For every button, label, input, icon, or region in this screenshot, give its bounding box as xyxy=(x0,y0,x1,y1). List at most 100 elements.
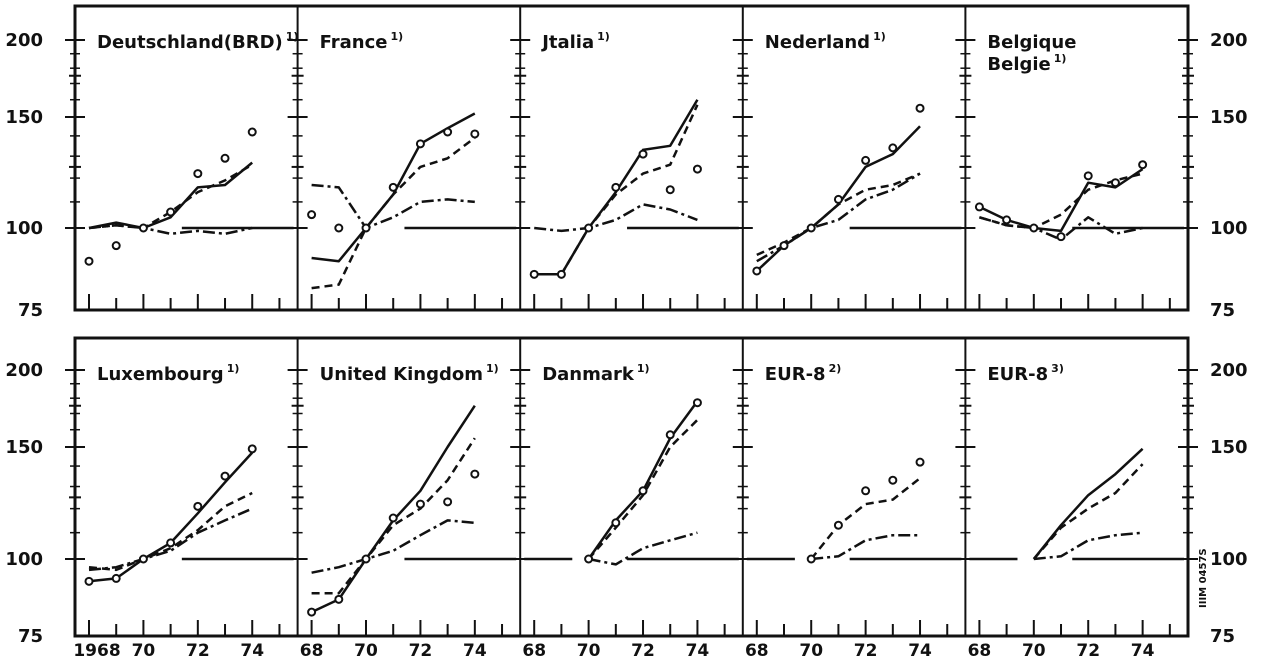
x-tick-label: 74 xyxy=(686,641,710,661)
data-point xyxy=(415,499,425,509)
data-point xyxy=(1138,160,1148,170)
x-tick-label: 1968 xyxy=(73,641,120,661)
x-tick-label: 72 xyxy=(1076,641,1100,661)
panel-title: EUR-8 3) xyxy=(987,362,1063,385)
data-point xyxy=(111,241,121,251)
series-dashdot-line xyxy=(88,224,253,236)
series-dashdot-line xyxy=(588,531,698,566)
x-tick-label: 70 xyxy=(799,641,823,661)
panel-title: Deutschland(BRD) 1) xyxy=(97,30,298,53)
data-point xyxy=(806,554,816,564)
data-point xyxy=(334,223,344,233)
panel-title: Luxembourg 1) xyxy=(97,362,239,385)
data-point xyxy=(611,182,621,192)
y-tick-label-right: 200 xyxy=(1210,360,1248,381)
y-tick-label-left: 75 xyxy=(18,300,43,321)
data-point xyxy=(584,554,594,564)
data-point xyxy=(307,607,317,617)
series-solid-line xyxy=(88,161,253,230)
panel-note: 1) xyxy=(597,30,610,43)
panel-title: Nederland 1) xyxy=(765,30,886,53)
panel-note: 1) xyxy=(873,30,886,43)
x-tick-label: 70 xyxy=(1022,641,1046,661)
data-point xyxy=(833,520,843,530)
data-point xyxy=(247,444,257,454)
x-tick-label: 68 xyxy=(968,641,992,661)
panel-note: 3) xyxy=(1051,362,1064,375)
data-point xyxy=(220,153,230,163)
data-point xyxy=(166,538,176,548)
axes-group: 200 200 150 150 100 100 75 75 200 200 150 150 100 100… xyxy=(5,4,1248,661)
data-point xyxy=(247,127,257,137)
data-point xyxy=(361,223,371,233)
panel-title: EUR-8 2) xyxy=(765,362,841,385)
y-tick-label-left: 100 xyxy=(5,549,43,570)
panel-note: 1) xyxy=(227,362,240,375)
data-point xyxy=(307,210,317,220)
y-tick-label-left: 200 xyxy=(5,360,43,381)
x-tick-label: 70 xyxy=(132,641,156,661)
panel-3: Jtalia 1) xyxy=(529,30,702,279)
data-point xyxy=(665,430,675,440)
data-point xyxy=(752,266,762,276)
x-tick-label: 72 xyxy=(186,641,210,661)
data-point xyxy=(556,269,566,279)
y-tick-label-left: 100 xyxy=(5,218,43,239)
y-tick-label-right: 200 xyxy=(1210,30,1248,51)
panel-2: France 1) xyxy=(307,30,480,290)
series-dashed-line xyxy=(88,491,253,572)
data-point xyxy=(84,256,94,266)
series-dashed-line xyxy=(810,477,921,560)
panel-note: 1) xyxy=(486,362,499,375)
data-point xyxy=(334,594,344,604)
x-tick-label: 72 xyxy=(409,641,433,661)
x-tick-label: 72 xyxy=(854,641,878,661)
series-dashed-line xyxy=(311,437,476,595)
data-point xyxy=(974,202,984,212)
x-tick-label: 68 xyxy=(300,641,324,661)
y-tick-label-right: 150 xyxy=(1210,107,1248,128)
data-point xyxy=(388,513,398,523)
series-solid-line xyxy=(1032,447,1144,560)
data-point xyxy=(470,129,480,139)
data-point xyxy=(388,182,398,192)
data-point xyxy=(861,155,871,165)
series-dashdot-line xyxy=(311,519,475,574)
data-point xyxy=(529,269,539,279)
data-point xyxy=(415,139,425,149)
y-tick-label-left: 150 xyxy=(5,437,43,458)
x-tick-label: 74 xyxy=(908,641,932,661)
panel-6: Luxembourg 1) xyxy=(84,362,257,586)
data-point xyxy=(833,194,843,204)
data-point xyxy=(111,573,121,583)
panel-9: EUR-8 2) xyxy=(746,362,925,564)
data-point xyxy=(166,207,176,217)
panel-title: Danmark 1) xyxy=(542,362,649,385)
data-point xyxy=(1083,171,1093,181)
data-point xyxy=(611,518,621,528)
series-solid-line xyxy=(311,405,476,614)
data-point xyxy=(1029,223,1039,233)
panel-note: 1) xyxy=(286,30,299,43)
series-dashdot-line xyxy=(811,533,920,561)
data-point xyxy=(1002,215,1012,225)
series-dashdot-line xyxy=(88,507,253,572)
data-point xyxy=(861,486,871,496)
data-point xyxy=(779,241,789,251)
x-tick-label: 70 xyxy=(354,641,378,661)
series-dashed-line xyxy=(1032,463,1144,560)
panel-note: 1) xyxy=(390,30,403,43)
panel-title: Belgie 1) xyxy=(987,52,1066,75)
panel-note: 1) xyxy=(637,362,650,375)
x-tick-label: 74 xyxy=(240,641,264,661)
y-tick-label-right: 75 xyxy=(1210,300,1235,321)
panel-8: Danmark 1) xyxy=(524,362,702,566)
panel-title: Jtalia 1) xyxy=(540,30,610,53)
data-point xyxy=(220,471,230,481)
series-solid-line xyxy=(587,400,699,560)
data-point xyxy=(888,475,898,485)
panel-4: Nederland 1) xyxy=(752,30,925,276)
y-tick-label-left: 200 xyxy=(5,30,43,51)
